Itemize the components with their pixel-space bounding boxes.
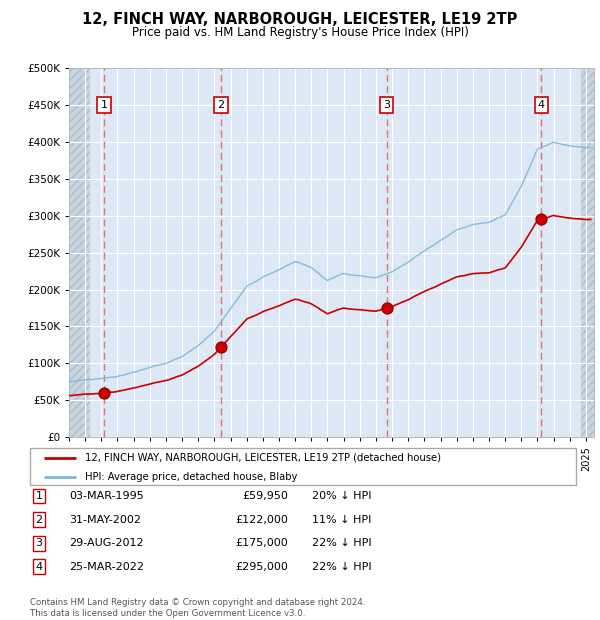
Text: Contains HM Land Registry data © Crown copyright and database right 2024.
This d: Contains HM Land Registry data © Crown c… <box>30 598 365 618</box>
Text: 12, FINCH WAY, NARBOROUGH, LEICESTER, LE19 2TP (detached house): 12, FINCH WAY, NARBOROUGH, LEICESTER, LE… <box>85 453 440 463</box>
Text: 1: 1 <box>101 100 107 110</box>
Text: 29-AUG-2012: 29-AUG-2012 <box>69 538 143 548</box>
Text: £122,000: £122,000 <box>235 515 288 525</box>
Text: 2: 2 <box>217 100 224 110</box>
Text: 25-MAR-2022: 25-MAR-2022 <box>69 562 144 572</box>
Text: £59,950: £59,950 <box>242 491 288 501</box>
Text: HPI: Average price, detached house, Blaby: HPI: Average price, detached house, Blab… <box>85 472 297 482</box>
Text: 3: 3 <box>35 538 43 548</box>
Text: 03-MAR-1995: 03-MAR-1995 <box>69 491 144 501</box>
Text: 11% ↓ HPI: 11% ↓ HPI <box>312 515 371 525</box>
Text: 31-MAY-2002: 31-MAY-2002 <box>69 515 141 525</box>
Text: 22% ↓ HPI: 22% ↓ HPI <box>312 562 371 572</box>
Text: 1: 1 <box>35 491 43 501</box>
Text: 22% ↓ HPI: 22% ↓ HPI <box>312 538 371 548</box>
Text: 12, FINCH WAY, NARBOROUGH, LEICESTER, LE19 2TP: 12, FINCH WAY, NARBOROUGH, LEICESTER, LE… <box>82 12 518 27</box>
Text: Price paid vs. HM Land Registry's House Price Index (HPI): Price paid vs. HM Land Registry's House … <box>131 26 469 39</box>
Text: 3: 3 <box>383 100 390 110</box>
Text: 4: 4 <box>35 562 43 572</box>
FancyBboxPatch shape <box>30 448 576 485</box>
Text: 2: 2 <box>35 515 43 525</box>
Text: 20% ↓ HPI: 20% ↓ HPI <box>312 491 371 501</box>
Text: £175,000: £175,000 <box>235 538 288 548</box>
Text: 4: 4 <box>538 100 545 110</box>
Text: £295,000: £295,000 <box>235 562 288 572</box>
